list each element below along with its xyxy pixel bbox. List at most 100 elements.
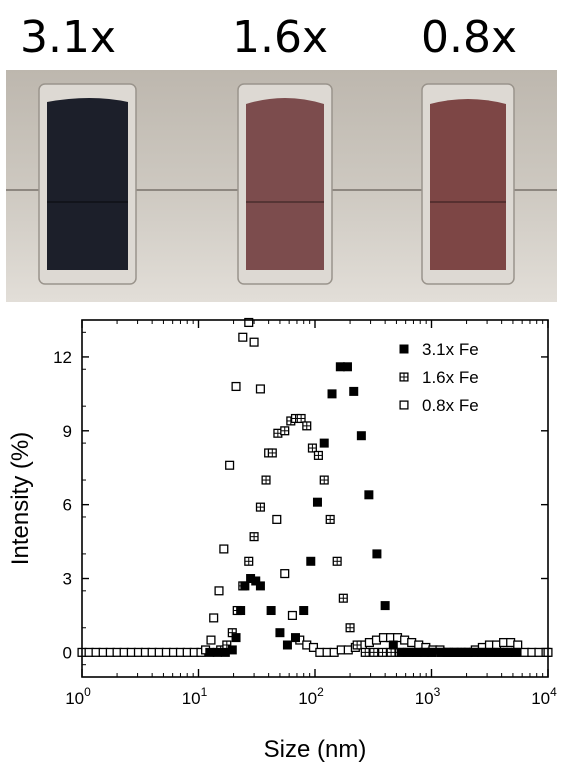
marker-body	[308, 642, 319, 653]
data-point	[313, 450, 323, 460]
marker-body	[227, 645, 237, 655]
marker-body	[399, 400, 409, 410]
label-0-8x: 0.8x	[421, 12, 518, 63]
marker-body	[327, 389, 337, 399]
marker-body	[282, 640, 292, 650]
plot-frame	[81, 319, 549, 678]
marker-body	[427, 647, 436, 657]
legend: 3.1x Fe 1.6x Fe 0.8x Fe	[399, 340, 479, 415]
data-point	[396, 647, 406, 657]
marker-body	[372, 549, 382, 559]
data-point	[356, 431, 366, 441]
y-tick-label: 12	[53, 348, 72, 367]
marker-body	[299, 606, 309, 616]
data-point	[360, 647, 370, 657]
marker-body	[319, 438, 329, 448]
legend-label: 1.6x Fe	[422, 368, 479, 387]
data-point	[469, 647, 479, 657]
y-axis-label: Intensity (%)	[7, 432, 34, 565]
marker-body	[469, 647, 479, 657]
marker-body	[460, 647, 470, 657]
y-tick-label: 9	[63, 422, 72, 441]
series-1	[216, 413, 521, 657]
data-point	[251, 576, 261, 586]
data-point	[377, 647, 388, 657]
legend-marker	[399, 372, 409, 382]
data-point	[419, 647, 429, 657]
marker-body	[290, 633, 300, 643]
data-point	[266, 606, 276, 616]
marker-body	[388, 640, 398, 650]
data-point	[219, 544, 229, 554]
data-point	[388, 640, 398, 650]
data-point	[244, 317, 254, 328]
data-points	[77, 317, 553, 657]
marker-body	[231, 381, 241, 392]
marker-body	[312, 497, 322, 507]
marker-body	[220, 647, 230, 657]
data-point	[220, 647, 230, 657]
data-point	[280, 426, 290, 436]
vials-photo	[6, 70, 557, 302]
marker-body	[238, 332, 248, 342]
data-point	[503, 647, 513, 657]
marker-body	[244, 317, 254, 328]
data-point	[372, 549, 382, 559]
marker-body	[364, 490, 374, 500]
data-point	[342, 362, 352, 372]
marker-body	[266, 606, 276, 616]
data-point	[412, 647, 422, 657]
data-point	[209, 613, 219, 623]
marker-body	[225, 460, 235, 470]
marker-body	[306, 556, 316, 566]
data-point	[386, 647, 396, 657]
data-point	[261, 475, 271, 485]
data-point	[227, 645, 237, 655]
data-point	[272, 514, 282, 524]
data-point	[282, 640, 292, 650]
x-tick-label: 102	[298, 685, 324, 708]
marker-body	[412, 647, 422, 657]
marker-body	[287, 610, 297, 620]
data-point	[427, 647, 436, 657]
data-point	[302, 421, 312, 431]
marker-body	[206, 635, 216, 645]
marker-body	[231, 633, 241, 643]
marker-body	[349, 386, 359, 396]
concentration-labels: 3.1x 1.6x 0.8x	[0, 0, 561, 70]
marker-body	[494, 647, 504, 657]
data-point	[246, 574, 256, 584]
data-point	[225, 460, 235, 470]
data-point	[255, 581, 265, 591]
vial-3-1x	[38, 83, 137, 285]
data-point	[255, 502, 265, 512]
y-tick-label: 6	[63, 496, 72, 515]
legend-label: 3.1x Fe	[422, 340, 479, 359]
x-tick-label: 103	[415, 685, 441, 708]
data-point	[255, 384, 265, 394]
marker-body	[275, 628, 285, 638]
marker-body	[272, 514, 282, 524]
data-point	[280, 569, 290, 579]
marker-body	[404, 647, 414, 657]
data-point	[327, 389, 337, 399]
dls-scatter-chart: 0 3 6 9 12 100 101 102 103 104 Intensity (%) Siz…	[7, 317, 557, 763]
legend-marker	[399, 344, 409, 354]
data-point	[485, 647, 495, 657]
data-point	[205, 647, 215, 657]
data-point	[511, 647, 521, 657]
data-point	[231, 381, 241, 392]
marker-body	[513, 640, 523, 650]
x-tick-label: 104	[531, 685, 557, 708]
data-point	[352, 640, 362, 650]
data-point	[306, 556, 316, 566]
data-point	[494, 647, 504, 657]
y-tick-label: 0	[63, 643, 72, 662]
data-point	[452, 647, 462, 657]
data-point	[345, 623, 355, 633]
marker-body	[356, 431, 366, 441]
marker-body	[342, 362, 352, 372]
data-point	[312, 497, 322, 507]
data-point	[296, 413, 306, 424]
vial-liquid	[430, 99, 506, 270]
